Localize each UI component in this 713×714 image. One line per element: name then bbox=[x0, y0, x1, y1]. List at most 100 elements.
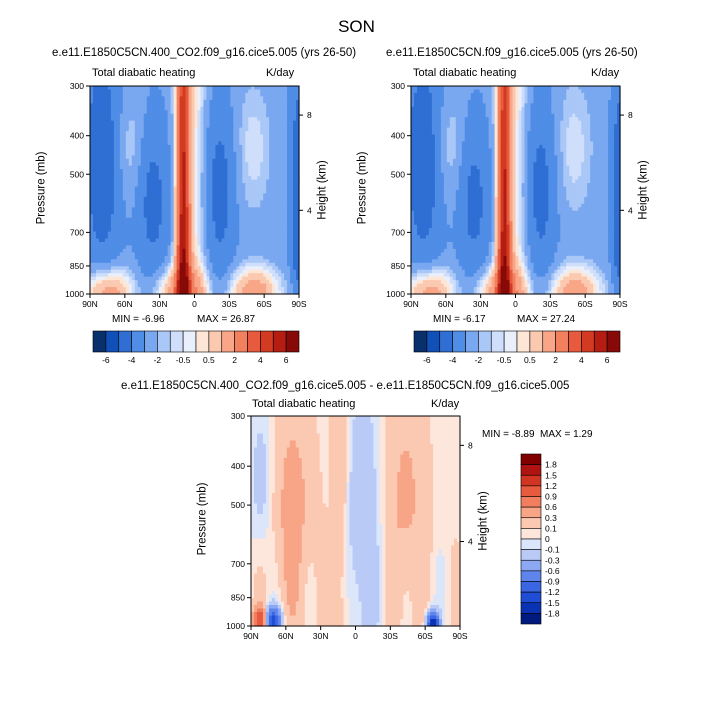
panel1-cell bbox=[284, 96, 288, 101]
panel1-cell bbox=[110, 151, 115, 156]
panel1-cell bbox=[251, 169, 255, 174]
panel1-cell bbox=[197, 110, 202, 115]
panel1-cell bbox=[269, 276, 273, 281]
panel1-cell bbox=[287, 155, 291, 160]
panel1-cell bbox=[293, 186, 297, 191]
panel1-cell bbox=[152, 245, 157, 250]
panel1-cell bbox=[140, 138, 145, 143]
panel1-cell bbox=[266, 141, 270, 146]
panel1-cell bbox=[266, 124, 270, 129]
panel1-cell bbox=[245, 89, 249, 94]
panel1-cell bbox=[140, 238, 145, 243]
panel1-cell bbox=[122, 179, 127, 184]
panel1-cell bbox=[287, 252, 291, 257]
panel1-cell bbox=[149, 276, 154, 281]
panel1-cell bbox=[158, 155, 163, 160]
panel1-cell bbox=[140, 276, 145, 281]
panel1-cell bbox=[146, 214, 151, 219]
panel1-cell bbox=[107, 172, 112, 177]
panel1-cell bbox=[191, 266, 196, 271]
panel1-cell bbox=[149, 86, 154, 91]
panel1-cell bbox=[185, 117, 190, 122]
panel1-cell bbox=[272, 110, 276, 115]
panel1-cell bbox=[128, 210, 133, 215]
panel1-cell bbox=[254, 224, 258, 229]
panel1-cell bbox=[98, 162, 103, 167]
panel1-cell bbox=[224, 134, 228, 139]
panel1-cell bbox=[185, 99, 190, 104]
panel1-cell bbox=[155, 127, 160, 132]
panel1-cell bbox=[209, 214, 214, 219]
panel1-cell bbox=[182, 86, 187, 91]
panel1-cell bbox=[200, 203, 205, 208]
panel1-cell bbox=[107, 214, 112, 219]
panel1-cell bbox=[92, 196, 97, 201]
panel1-cell bbox=[125, 262, 130, 267]
panel1-cell bbox=[251, 124, 255, 129]
panel3-title: e.e11.E1850C5CN.400_CO2.f09_g16.cice5.00… bbox=[121, 380, 570, 392]
panel1-cell bbox=[257, 151, 261, 156]
panel1-cell bbox=[149, 169, 154, 174]
panel1-cell bbox=[200, 148, 205, 153]
panel1-cell bbox=[104, 103, 109, 108]
panel1-cell bbox=[221, 269, 225, 274]
panel1-cell bbox=[194, 176, 199, 181]
panel1-cell bbox=[140, 151, 145, 156]
panel1-cell bbox=[254, 231, 258, 236]
panel1-cell bbox=[233, 131, 237, 136]
panel1-cell bbox=[251, 203, 255, 208]
panel1-cell bbox=[173, 203, 178, 208]
panel1-cell bbox=[293, 200, 297, 205]
panel1-cell bbox=[164, 210, 169, 215]
panel1-cell bbox=[113, 266, 118, 271]
panel1-cell bbox=[209, 155, 214, 160]
panel1-cell bbox=[125, 131, 130, 136]
panel1-cell bbox=[251, 207, 255, 212]
panel2-title: e.e11.E1850C5CN.f09_g16.cice5.005 (yrs 2… bbox=[386, 47, 638, 59]
panel1-cell bbox=[263, 158, 267, 163]
panel1-cell bbox=[269, 190, 273, 195]
panel1-cell bbox=[182, 224, 187, 229]
panel1-cell bbox=[206, 242, 211, 247]
panel1-cell bbox=[92, 259, 97, 264]
panel1-cell bbox=[263, 127, 267, 132]
panel1-cell bbox=[251, 266, 255, 271]
panel1-cell bbox=[179, 169, 184, 174]
panel1-cell bbox=[221, 259, 225, 264]
panel1-cell bbox=[206, 214, 211, 219]
panel1-cell bbox=[260, 134, 264, 139]
panel1-cell bbox=[122, 110, 127, 115]
panel1-cell bbox=[134, 148, 139, 153]
panel1-cell bbox=[143, 245, 148, 250]
panel1-cell bbox=[104, 172, 109, 177]
panel1-cell bbox=[293, 138, 297, 143]
panel1-cell bbox=[269, 92, 273, 97]
panel1-cell bbox=[290, 110, 294, 115]
panel1-cell bbox=[185, 200, 190, 205]
panel1-cell bbox=[281, 138, 285, 143]
panel1-cell bbox=[176, 207, 181, 212]
panel1-cell bbox=[296, 106, 300, 111]
panel1-cell bbox=[161, 238, 166, 243]
panel1-cell bbox=[173, 89, 178, 94]
panel1-cell bbox=[284, 117, 288, 122]
panel1-cell bbox=[143, 266, 148, 271]
panel1-cell bbox=[290, 144, 294, 149]
panel1-cell bbox=[200, 165, 205, 170]
panel1-cell bbox=[269, 210, 273, 215]
panel1-cell bbox=[164, 96, 169, 101]
panel1-cell bbox=[194, 228, 199, 233]
panel1-cell bbox=[173, 113, 178, 118]
panel1-cell bbox=[245, 231, 249, 236]
panel1-cell bbox=[227, 151, 231, 156]
panel1-cell bbox=[272, 117, 276, 122]
panel1-cell bbox=[293, 210, 297, 215]
panel1-cell bbox=[269, 186, 273, 191]
panel1-cell bbox=[209, 176, 214, 181]
panel1-cell bbox=[176, 113, 181, 118]
panel1-cell bbox=[251, 89, 255, 94]
panel1-cell bbox=[95, 221, 100, 226]
panel1-cell bbox=[239, 148, 243, 153]
panel1-cell bbox=[152, 248, 157, 253]
panel1-cell bbox=[188, 266, 193, 271]
